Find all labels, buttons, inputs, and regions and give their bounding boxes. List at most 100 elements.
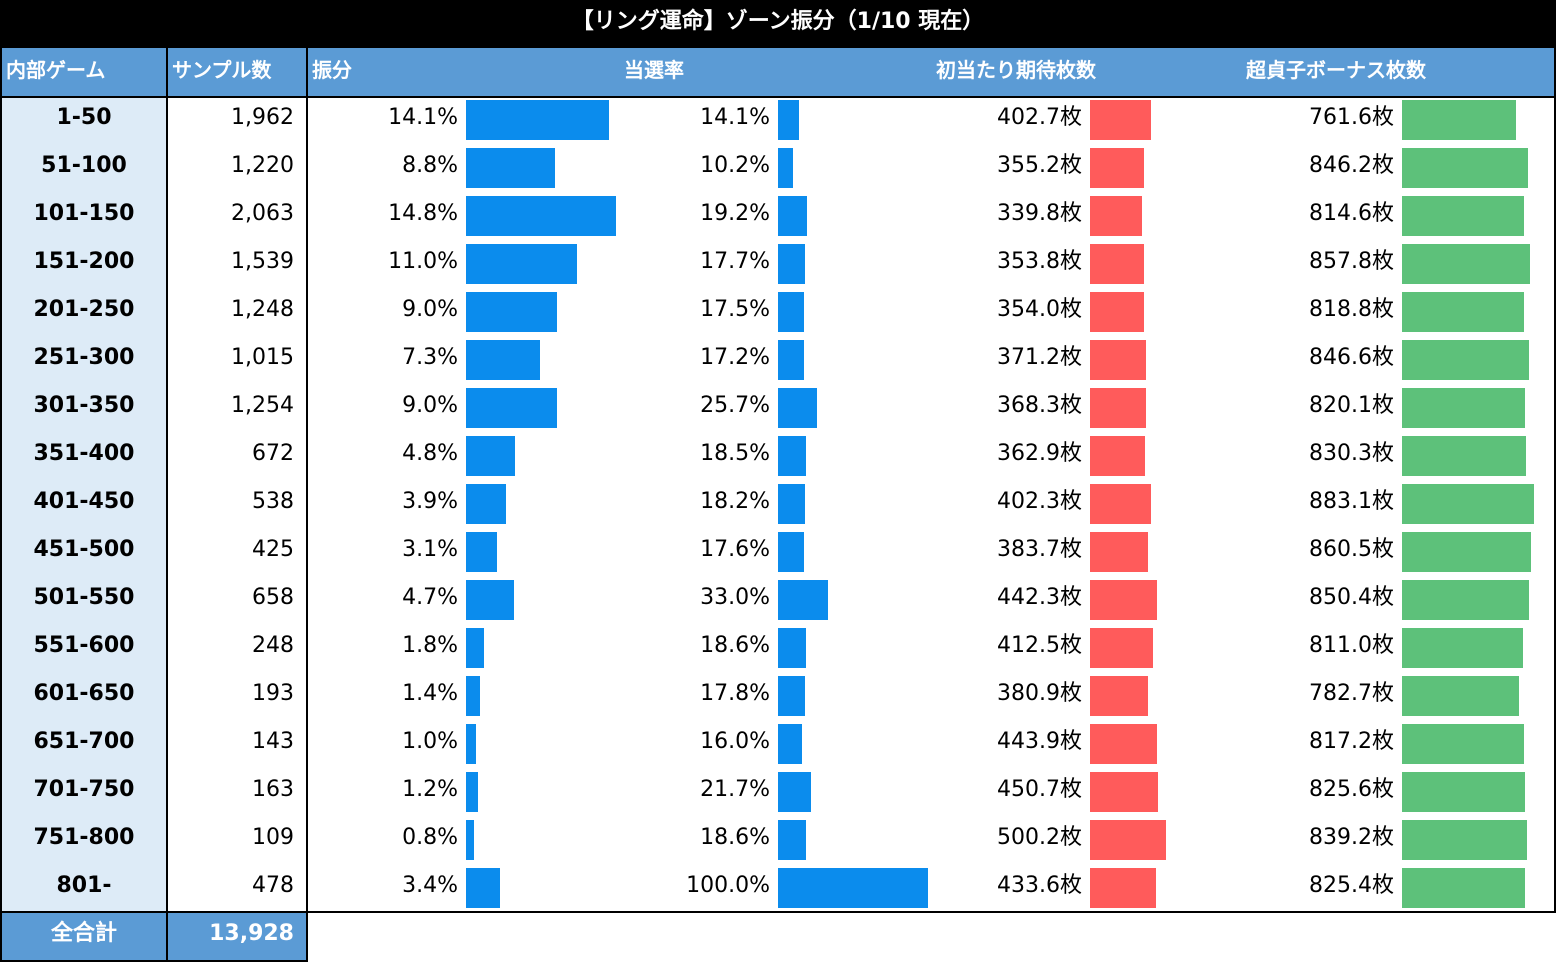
distribution-bar (466, 148, 556, 188)
super-bonus-bar (1402, 868, 1526, 908)
distribution-bar (466, 532, 498, 572)
sample-count: 163 (252, 777, 294, 802)
first-hit-bar (1090, 868, 1156, 908)
first-hit-value: 339.8枚 (997, 201, 1082, 226)
win-rate-bar (778, 100, 800, 140)
first-hit-bar (1090, 196, 1142, 236)
distribution-value: 14.8% (388, 201, 458, 226)
win-rate-value: 17.7% (700, 249, 770, 274)
super-bonus-value: 825.6枚 (1309, 777, 1394, 802)
header-distribution: 振分 (312, 58, 352, 82)
win-rate-value: 21.7% (700, 777, 770, 802)
win-rate-bar (778, 292, 805, 332)
super-bonus-bar (1402, 820, 1528, 860)
first-hit-value: 368.3枚 (997, 393, 1082, 418)
first-hit-bar (1090, 484, 1152, 524)
first-hit-bar (1090, 820, 1166, 860)
super-bonus-bar (1402, 340, 1529, 380)
distribution-value: 7.3% (402, 345, 458, 370)
distribution-bar (466, 484, 506, 524)
first-hit-value: 433.6枚 (997, 873, 1082, 898)
first-hit-value: 371.2枚 (997, 345, 1082, 370)
super-bonus-value: 846.2枚 (1309, 153, 1394, 178)
sample-count: 2,063 (231, 201, 294, 226)
zone-label: 351-400 (33, 441, 135, 466)
super-bonus-value: 825.4枚 (1309, 873, 1394, 898)
win-rate-bar (778, 580, 828, 620)
first-hit-value: 353.8枚 (997, 249, 1082, 274)
win-rate-bar (778, 724, 802, 764)
zone-label: 51-100 (41, 153, 127, 178)
sample-count: 1,015 (231, 345, 294, 370)
super-bonus-value: 860.5枚 (1309, 537, 1394, 562)
zone-label: 651-700 (33, 729, 135, 754)
distribution-bar (466, 100, 609, 140)
first-hit-bar (1090, 340, 1147, 380)
first-hit-value: 354.0枚 (997, 297, 1082, 322)
super-bonus-value: 839.2枚 (1309, 825, 1394, 850)
sample-count: 538 (252, 489, 294, 514)
distribution-bar (466, 580, 514, 620)
super-bonus-bar (1402, 292, 1525, 332)
zone-label: 401-450 (33, 489, 135, 514)
zone-label: 1-50 (56, 105, 112, 130)
win-rate-bar (778, 340, 804, 380)
first-hit-bar (1090, 436, 1146, 476)
win-rate-value: 19.2% (700, 201, 770, 226)
zone-column-background (2, 98, 166, 913)
super-bonus-value: 782.7枚 (1309, 681, 1394, 706)
header-row: 内部ゲーム サンプル数 振分 当選率 初当たり期待枚数 超貞子ボーナス枚数 (0, 48, 1556, 98)
sample-count: 658 (252, 585, 294, 610)
first-hit-value: 450.7枚 (997, 777, 1082, 802)
first-hit-bar (1090, 580, 1158, 620)
first-hit-bar (1090, 244, 1144, 284)
super-bonus-bar (1402, 244, 1531, 284)
distribution-bar (466, 628, 485, 668)
win-rate-bar (778, 436, 806, 476)
win-rate-bar (778, 676, 805, 716)
header-divider (0, 96, 1556, 98)
sample-count: 1,539 (231, 249, 294, 274)
right-border (1554, 48, 1556, 913)
footer-total: 13,928 (209, 921, 294, 946)
sample-count: 672 (252, 441, 294, 466)
distribution-value: 9.0% (402, 393, 458, 418)
chart-title: 【リング運命】ゾーン振分（1/10 現在） (0, 0, 1556, 48)
left-border (0, 48, 2, 962)
distribution-value: 1.8% (402, 633, 458, 658)
zone-label: 501-550 (33, 585, 135, 610)
distribution-bar (466, 436, 515, 476)
win-rate-value: 16.0% (700, 729, 770, 754)
distribution-value: 8.8% (402, 153, 458, 178)
first-hit-value: 402.7枚 (997, 105, 1082, 130)
zone-label: 451-500 (33, 537, 135, 562)
distribution-value: 4.8% (402, 441, 458, 466)
zone-label: 151-200 (33, 249, 135, 274)
win-rate-value: 14.1% (700, 105, 770, 130)
distribution-bar (466, 292, 558, 332)
win-rate-value: 100.0% (686, 873, 770, 898)
zone-label: 751-800 (33, 825, 135, 850)
win-rate-bar (778, 772, 811, 812)
first-hit-value: 442.3枚 (997, 585, 1082, 610)
win-rate-value: 33.0% (700, 585, 770, 610)
zone-label: 701-750 (33, 777, 135, 802)
first-hit-value: 402.3枚 (997, 489, 1082, 514)
super-bonus-bar (1402, 388, 1525, 428)
distribution-bar (466, 388, 558, 428)
super-bonus-bar (1402, 628, 1524, 668)
distribution-value: 1.2% (402, 777, 458, 802)
distribution-bar (466, 676, 481, 716)
super-bonus-bar (1402, 724, 1525, 764)
footer-bottom-border (0, 960, 308, 962)
win-rate-bar (778, 148, 794, 188)
super-bonus-value: 811.0枚 (1309, 633, 1394, 658)
sample-count: 1,248 (231, 297, 294, 322)
distribution-value: 3.9% (402, 489, 458, 514)
sample-count: 193 (252, 681, 294, 706)
sample-count: 425 (252, 537, 294, 562)
win-rate-bar (778, 628, 806, 668)
zone-label: 301-350 (33, 393, 135, 418)
distribution-bar (466, 772, 479, 812)
first-hit-bar (1090, 628, 1153, 668)
